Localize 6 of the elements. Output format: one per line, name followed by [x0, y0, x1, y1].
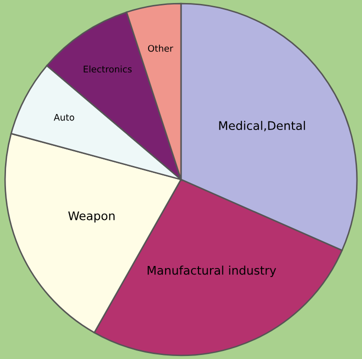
slice-label: Auto [54, 114, 74, 121]
slice-label: Manufactural industry [148, 266, 276, 278]
slice-label: Electronics [84, 66, 132, 73]
slice-label: Medical,Dental [219, 120, 305, 132]
slice-label: Weapon [68, 211, 115, 223]
slice-label: Other [148, 44, 174, 52]
